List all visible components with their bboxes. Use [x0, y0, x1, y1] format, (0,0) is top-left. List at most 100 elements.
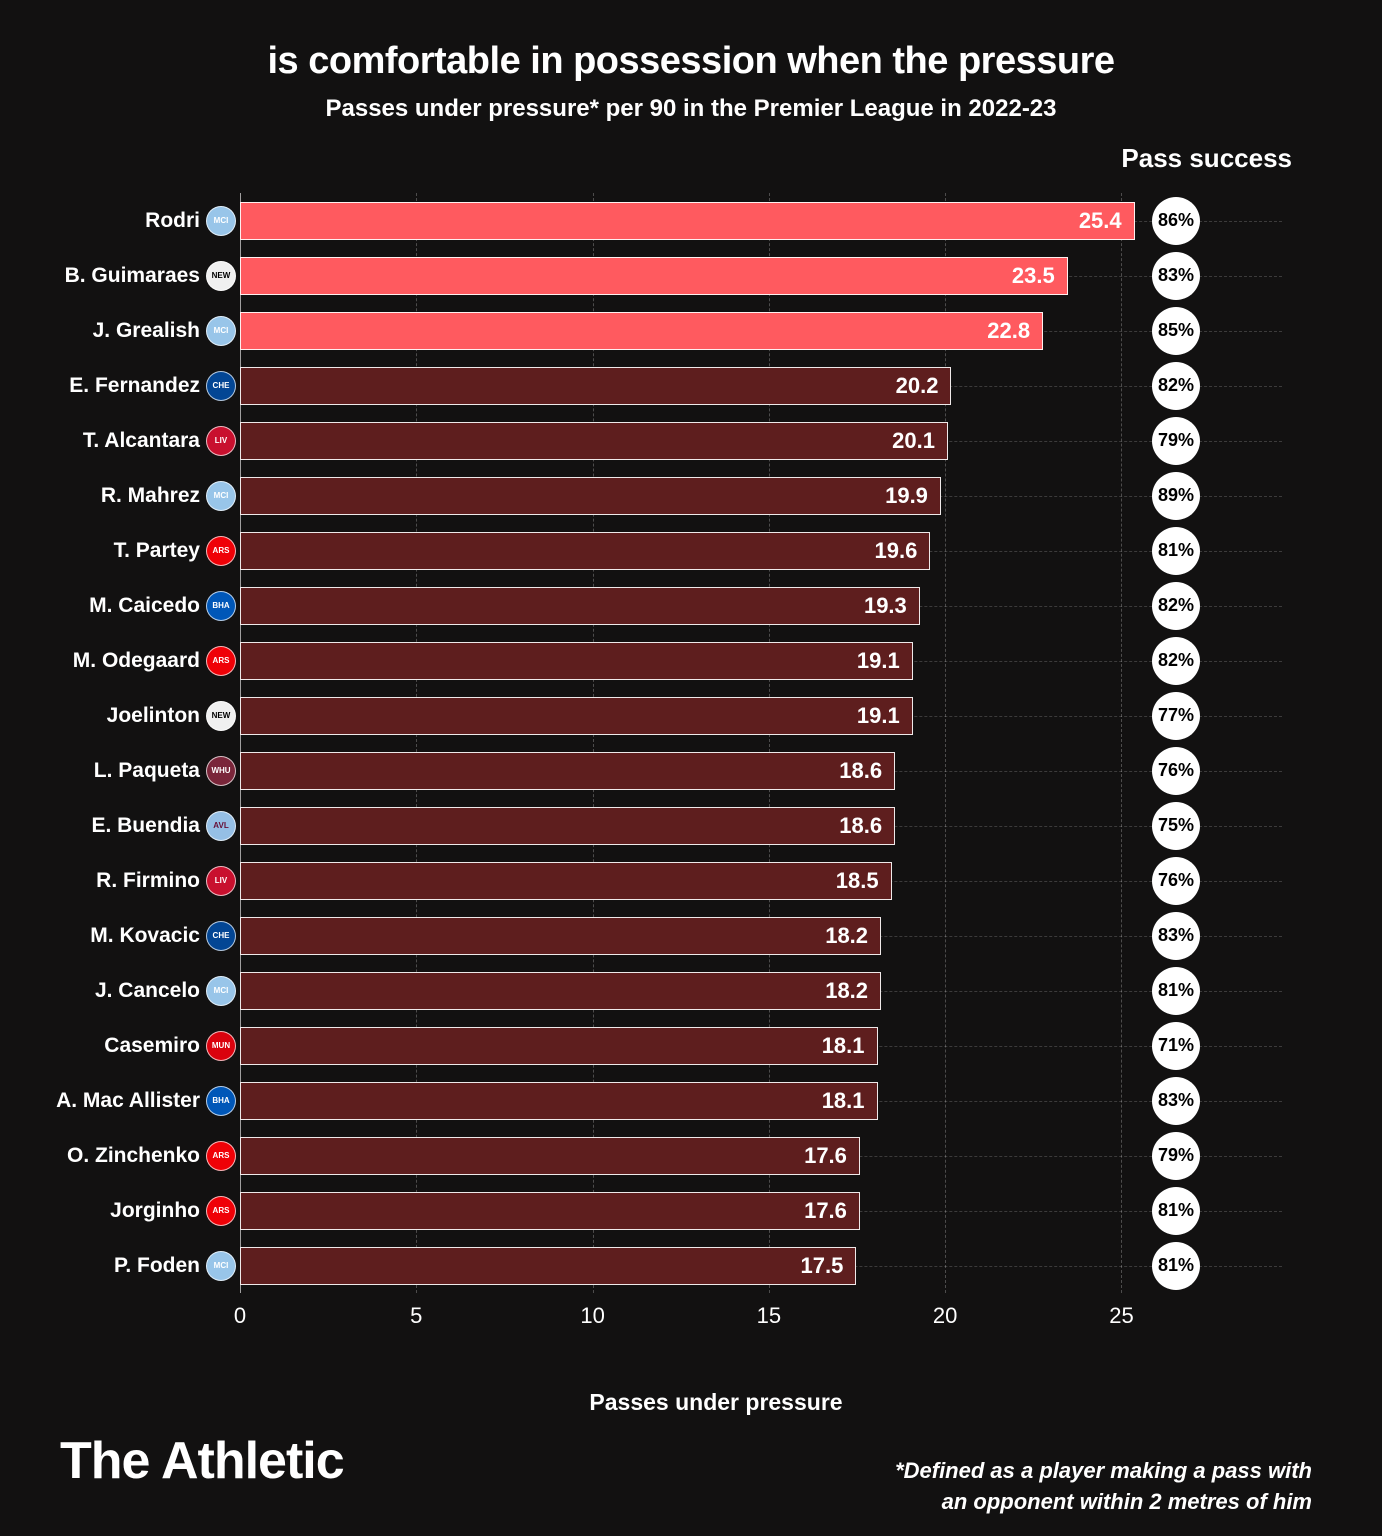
- club-crest-icon: LIV: [206, 426, 236, 456]
- bar-value: 19.9: [885, 483, 928, 509]
- bar-track: 18.1: [240, 1027, 1192, 1065]
- club-crest-icon: LIV: [206, 866, 236, 896]
- club-crest-icon: MCI: [206, 206, 236, 236]
- bar-track: 18.1: [240, 1082, 1192, 1120]
- bar: 19.6: [240, 532, 930, 570]
- x-tick: 25: [1109, 1303, 1133, 1329]
- bar-row: JorginhoARS17.681%: [240, 1183, 1192, 1238]
- club-crest-icon: MCI: [206, 1251, 236, 1281]
- club-crest-icon: ARS: [206, 536, 236, 566]
- bar: 18.5: [240, 862, 892, 900]
- brand-logo: The Athletic: [60, 1431, 344, 1491]
- x-tick: 15: [757, 1303, 781, 1329]
- bar-track: 23.5: [240, 257, 1192, 295]
- bar-row: B. GuimaraesNEW23.583%: [240, 248, 1192, 303]
- player-name: E. Buendia: [30, 814, 200, 838]
- pass-success-badge: 82%: [1152, 637, 1200, 685]
- player-name: T. Alcantara: [30, 429, 200, 453]
- bar-row: M. CaicedoBHA19.382%: [240, 578, 1192, 633]
- club-crest-icon: WHU: [206, 756, 236, 786]
- bar: 22.8: [240, 312, 1043, 350]
- bar: 20.1: [240, 422, 948, 460]
- pass-success-badge: 83%: [1152, 912, 1200, 960]
- pass-success-badge: 76%: [1152, 747, 1200, 795]
- bar-track: 18.2: [240, 972, 1192, 1010]
- bar-track: 18.2: [240, 917, 1192, 955]
- bar-value: 18.6: [839, 758, 882, 784]
- bar-track: 18.5: [240, 862, 1192, 900]
- bar-value: 18.1: [822, 1088, 865, 1114]
- club-crest-icon: MCI: [206, 481, 236, 511]
- bar-track: 20.2: [240, 367, 1192, 405]
- bar-track: 17.5: [240, 1247, 1192, 1285]
- pass-success-badge: 86%: [1152, 197, 1200, 245]
- player-name: L. Paqueta: [30, 759, 200, 783]
- club-crest-icon: NEW: [206, 701, 236, 731]
- footnote-line1: *Defined as a player making a pass with: [895, 1458, 1312, 1483]
- bar-row: RodriMCI25.486%: [240, 193, 1192, 248]
- bar-row: E. BuendiaAVL18.675%: [240, 798, 1192, 853]
- bar-value: 18.2: [825, 978, 868, 1004]
- club-crest-icon: NEW: [206, 261, 236, 291]
- bar-value: 20.2: [896, 373, 939, 399]
- bar-row: CasemiroMUN18.171%: [240, 1018, 1192, 1073]
- player-name: T. Partey: [30, 539, 200, 563]
- bar: 20.2: [240, 367, 951, 405]
- bar-value: 18.6: [839, 813, 882, 839]
- bar-value: 18.5: [836, 868, 879, 894]
- bar-track: 20.1: [240, 422, 1192, 460]
- bar: 18.1: [240, 1082, 878, 1120]
- bar-row: E. FernandezCHE20.282%: [240, 358, 1192, 413]
- player-name: E. Fernandez: [30, 374, 200, 398]
- club-crest-icon: CHE: [206, 921, 236, 951]
- bar-value: 18.2: [825, 923, 868, 949]
- bar: 19.1: [240, 697, 913, 735]
- pass-success-badge: 81%: [1152, 967, 1200, 1015]
- club-crest-icon: ARS: [206, 1141, 236, 1171]
- pass-success-badge: 77%: [1152, 692, 1200, 740]
- x-tick: 20: [933, 1303, 957, 1329]
- bar: 19.9: [240, 477, 941, 515]
- player-name: Rodri: [30, 209, 200, 233]
- bar-value: 23.5: [1012, 263, 1055, 289]
- bar-track: 25.4: [240, 202, 1192, 240]
- player-name: J. Grealish: [30, 319, 200, 343]
- bar-track: 19.6: [240, 532, 1192, 570]
- pass-success-badge: 82%: [1152, 362, 1200, 410]
- club-crest-icon: BHA: [206, 1086, 236, 1116]
- pass-success-badge: 85%: [1152, 307, 1200, 355]
- player-name: M. Kovacic: [30, 924, 200, 948]
- pass-success-badge: 89%: [1152, 472, 1200, 520]
- bar-value: 19.3: [864, 593, 907, 619]
- bar: 18.2: [240, 972, 881, 1010]
- player-name: Joelinton: [30, 704, 200, 728]
- x-tick: 10: [580, 1303, 604, 1329]
- bar-track: 19.1: [240, 642, 1192, 680]
- bar: 18.6: [240, 807, 895, 845]
- club-crest-icon: MCI: [206, 316, 236, 346]
- player-name: A. Mac Allister: [30, 1089, 200, 1113]
- bar: 23.5: [240, 257, 1068, 295]
- chart-subtitle: Passes under pressure* per 90 in the Pre…: [60, 95, 1322, 123]
- bar-value: 17.6: [804, 1143, 847, 1169]
- bar-track: 19.3: [240, 587, 1192, 625]
- bar-track: 18.6: [240, 752, 1192, 790]
- bar-value: 19.6: [875, 538, 918, 564]
- pass-success-badge: 71%: [1152, 1022, 1200, 1070]
- pass-success-badge: 75%: [1152, 802, 1200, 850]
- bar-row: P. FodenMCI17.581%: [240, 1238, 1192, 1293]
- bar: 18.6: [240, 752, 895, 790]
- x-tick: 5: [410, 1303, 422, 1329]
- bar-value: 17.5: [801, 1253, 844, 1279]
- bar-row: M. KovacicCHE18.283%: [240, 908, 1192, 963]
- pass-success-badge: 83%: [1152, 252, 1200, 300]
- pass-success-badge: 81%: [1152, 1187, 1200, 1235]
- bar-value: 19.1: [857, 703, 900, 729]
- club-crest-icon: MCI: [206, 976, 236, 1006]
- bar: 19.3: [240, 587, 920, 625]
- club-crest-icon: MUN: [206, 1031, 236, 1061]
- bar-row: T. ParteyARS19.681%: [240, 523, 1192, 578]
- bar-row: JoelintonNEW19.177%: [240, 688, 1192, 743]
- bar-track: 22.8: [240, 312, 1192, 350]
- club-crest-icon: AVL: [206, 811, 236, 841]
